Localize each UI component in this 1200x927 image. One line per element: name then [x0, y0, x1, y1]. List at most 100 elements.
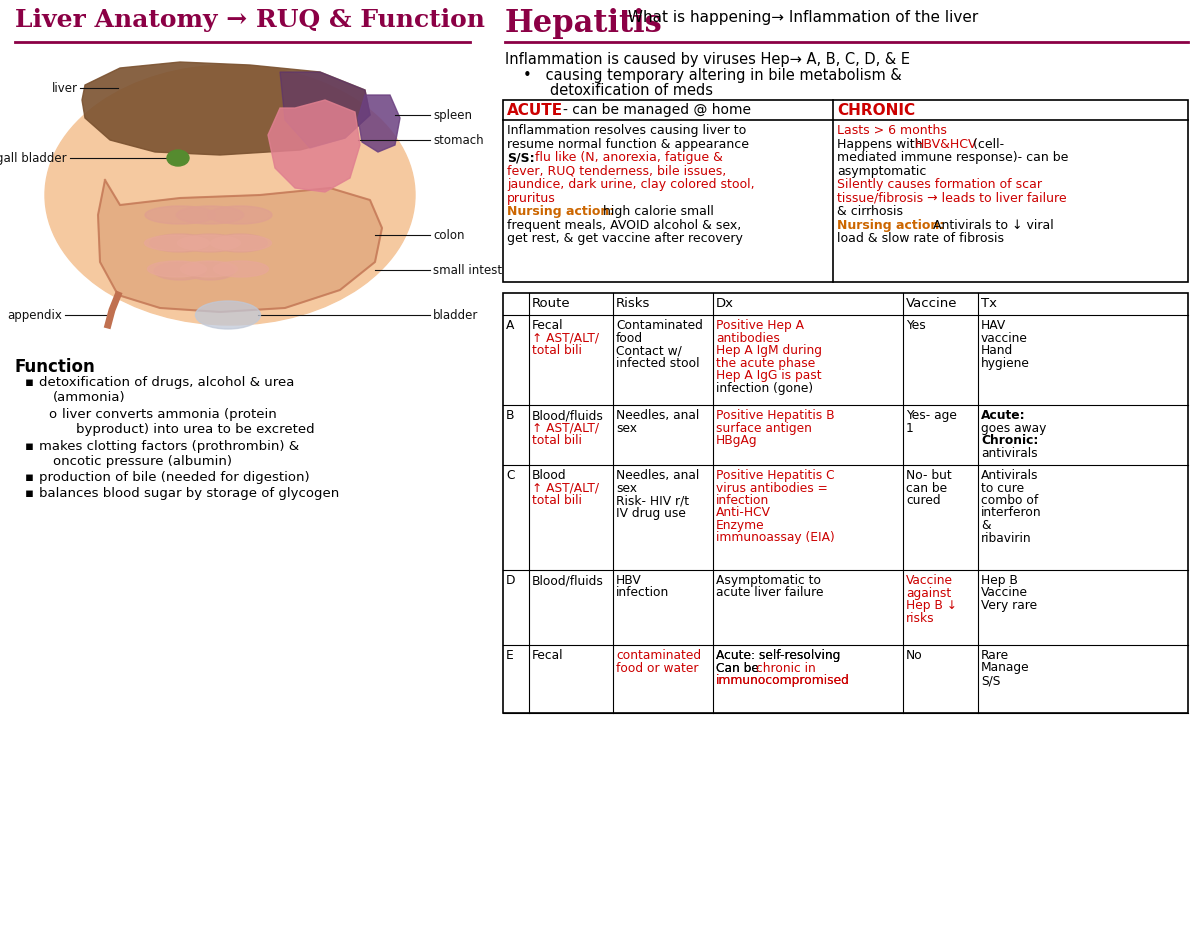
Text: flu like (N, anorexia, fatigue &: flu like (N, anorexia, fatigue & — [535, 151, 722, 164]
Text: Lasts > 6 months: Lasts > 6 months — [838, 124, 947, 137]
Text: B: B — [506, 409, 515, 422]
Text: Fecal: Fecal — [532, 649, 564, 662]
Text: ▪: ▪ — [25, 376, 34, 389]
Text: infection: infection — [716, 494, 769, 507]
Text: IV drug use: IV drug use — [616, 506, 686, 519]
Text: the acute phase: the acute phase — [716, 357, 815, 370]
Text: Antivirals to ↓ viral: Antivirals to ↓ viral — [934, 219, 1054, 232]
Ellipse shape — [214, 261, 269, 277]
Text: food or water: food or water — [616, 662, 698, 675]
Text: Antivirals: Antivirals — [982, 469, 1038, 482]
Text: Hep A IgG is past: Hep A IgG is past — [716, 369, 822, 382]
Ellipse shape — [180, 261, 238, 277]
Text: small intestine: small intestine — [433, 263, 521, 276]
Text: frequent meals, AVOID alcohol & sex,: frequent meals, AVOID alcohol & sex, — [508, 219, 742, 232]
Text: Chronic:: Chronic: — [982, 434, 1038, 447]
Text: bladder: bladder — [433, 309, 479, 322]
Polygon shape — [280, 72, 370, 148]
Text: •   causing temporary altering in bile metabolism &: • causing temporary altering in bile met… — [523, 68, 901, 83]
Text: jaundice, dark urine, clay colored stool,: jaundice, dark urine, clay colored stool… — [508, 178, 755, 191]
Text: Manage: Manage — [982, 662, 1030, 675]
Text: immunocompromised: immunocompromised — [716, 674, 850, 687]
Text: stomach: stomach — [433, 133, 484, 146]
Text: detoxification of drugs, alcohol & urea: detoxification of drugs, alcohol & urea — [38, 376, 294, 389]
Text: sex: sex — [616, 481, 637, 494]
Text: appendix: appendix — [7, 309, 62, 322]
Text: E: E — [506, 649, 514, 662]
Text: Acute: self-resolving: Acute: self-resolving — [716, 649, 840, 662]
Text: total bili: total bili — [532, 344, 582, 357]
Text: makes clotting factors (prothrombin) &: makes clotting factors (prothrombin) & — [38, 440, 299, 453]
Text: immunoassay (EIA): immunoassay (EIA) — [716, 531, 835, 544]
Text: oncotic pressure (albumin): oncotic pressure (albumin) — [53, 455, 232, 468]
Text: risks: risks — [906, 612, 935, 625]
Text: ↑ AST/ALT/: ↑ AST/ALT/ — [532, 332, 599, 345]
Text: Very rare: Very rare — [982, 599, 1037, 612]
Text: Acute:: Acute: — [982, 409, 1026, 422]
Text: balances blood sugar by storage of glycogen: balances blood sugar by storage of glyco… — [38, 487, 340, 500]
Text: spleen: spleen — [433, 108, 472, 121]
Text: Vaccine: Vaccine — [906, 297, 958, 310]
Text: Hand: Hand — [982, 344, 1013, 357]
Text: A: A — [506, 319, 515, 332]
Text: total bili: total bili — [532, 434, 582, 447]
Text: HBV: HBV — [616, 574, 642, 587]
Text: Inflammation resolves causing liver to: Inflammation resolves causing liver to — [508, 124, 746, 137]
Text: Silently causes formation of scar: Silently causes formation of scar — [838, 178, 1042, 191]
Text: Needles, anal: Needles, anal — [616, 409, 700, 422]
Text: chronic in: chronic in — [756, 662, 816, 675]
Text: Vaccine: Vaccine — [906, 574, 953, 587]
Ellipse shape — [154, 262, 206, 280]
Text: cured: cured — [906, 494, 941, 507]
Ellipse shape — [208, 206, 272, 224]
Text: combo of: combo of — [982, 494, 1038, 507]
Text: Risks: Risks — [616, 297, 650, 310]
Text: mediated immune response)- can be: mediated immune response)- can be — [838, 151, 1068, 164]
Text: acute liver failure: acute liver failure — [716, 587, 823, 600]
Text: Acute: self-resolving: Acute: self-resolving — [716, 649, 840, 662]
Text: load & slow rate of fibrosis: load & slow rate of fibrosis — [838, 232, 1004, 245]
Text: liver converts ammonia (protein: liver converts ammonia (protein — [62, 408, 277, 421]
Text: HAV: HAV — [982, 319, 1007, 332]
Ellipse shape — [210, 235, 271, 251]
Ellipse shape — [186, 262, 234, 280]
Text: Hep A IgM during: Hep A IgM during — [716, 344, 822, 357]
Text: Hep B: Hep B — [982, 574, 1018, 587]
Text: Dx: Dx — [716, 297, 734, 310]
Text: Fecal: Fecal — [532, 319, 564, 332]
Text: HBgAg: HBgAg — [716, 434, 757, 447]
Text: - can be managed @ home: - can be managed @ home — [563, 103, 751, 117]
Text: Happens with: Happens with — [838, 137, 926, 150]
Text: detoxification of meds: detoxification of meds — [550, 83, 713, 98]
Text: Asymptomatic to: Asymptomatic to — [716, 574, 821, 587]
Text: colon: colon — [433, 228, 464, 242]
Text: S/S:: S/S: — [508, 151, 535, 164]
Ellipse shape — [144, 235, 210, 251]
Text: total bili: total bili — [532, 494, 582, 507]
Ellipse shape — [181, 234, 239, 252]
Text: Vaccine: Vaccine — [982, 587, 1028, 600]
Ellipse shape — [196, 301, 260, 329]
Text: against: against — [906, 587, 952, 600]
Ellipse shape — [167, 150, 190, 166]
Text: Inflammation is caused by viruses Hep→ A, B, C, D, & E: Inflammation is caused by viruses Hep→ A… — [505, 52, 910, 67]
Text: tissue/fibrosis → leads to liver failure: tissue/fibrosis → leads to liver failure — [838, 192, 1067, 205]
Text: hygiene: hygiene — [982, 357, 1030, 370]
Text: food: food — [616, 332, 643, 345]
Text: goes away: goes away — [982, 422, 1046, 435]
Text: D: D — [506, 574, 516, 587]
Text: Risk- HIV r/t: Risk- HIV r/t — [616, 494, 689, 507]
Text: Route: Route — [532, 297, 571, 310]
Text: S/S: S/S — [982, 674, 1001, 687]
Text: antivirals: antivirals — [982, 447, 1038, 460]
Text: ribavirin: ribavirin — [982, 531, 1032, 544]
Text: high calorie small: high calorie small — [604, 205, 714, 218]
Bar — [503, 100, 1188, 282]
Text: Liver Anatomy → RUQ & Function: Liver Anatomy → RUQ & Function — [14, 8, 485, 32]
Text: Enzyme: Enzyme — [716, 519, 764, 532]
Text: ↑ AST/ALT/: ↑ AST/ALT/ — [532, 422, 599, 435]
Text: Nursing action:: Nursing action: — [838, 219, 944, 232]
Text: Function: Function — [14, 358, 96, 376]
Text: ACUTE: ACUTE — [508, 103, 563, 118]
Bar — [503, 293, 1188, 713]
